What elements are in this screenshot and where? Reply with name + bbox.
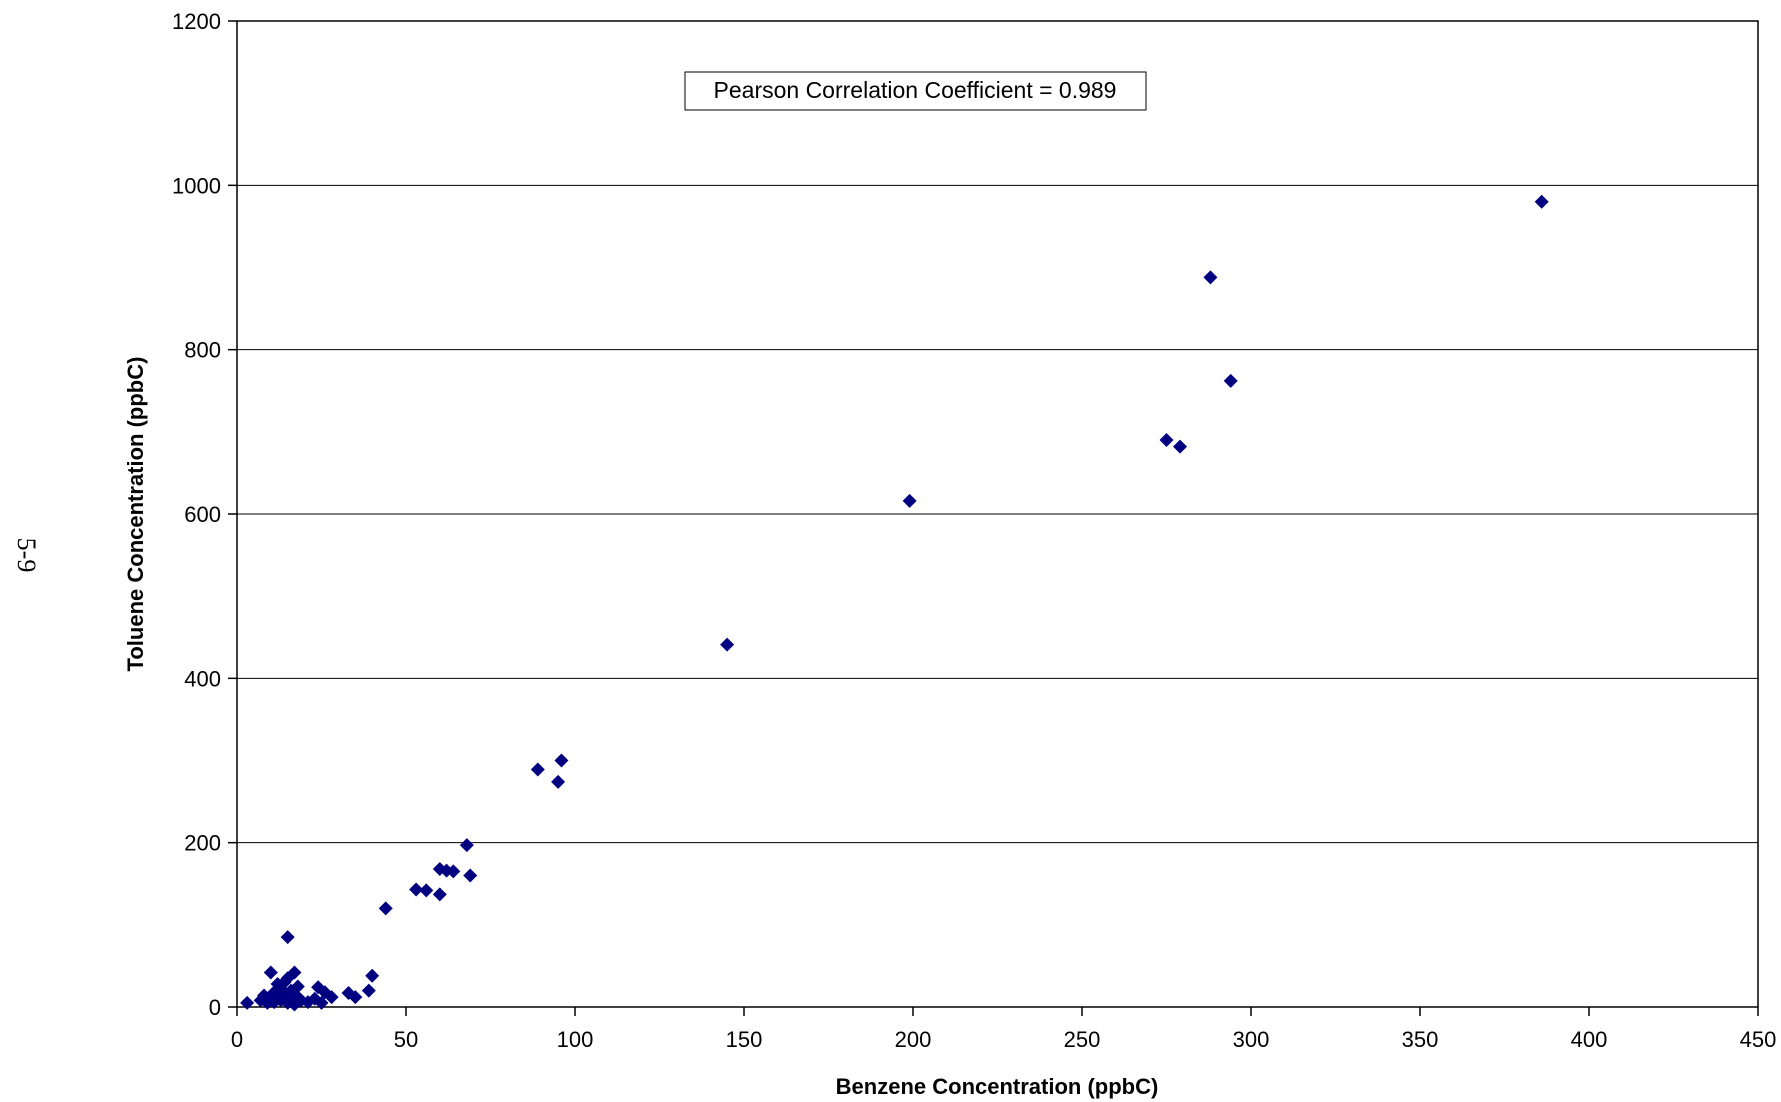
data-point [263,965,278,980]
data-point [720,637,735,652]
x-tick-label: 50 [394,1027,418,1052]
y-tick-label: 800 [184,338,221,363]
data-point [314,995,329,1010]
data-point [240,995,255,1010]
data-point [409,882,424,897]
data-point [324,990,339,1005]
y-tick-label: 1000 [172,173,221,198]
y-tick-label: 400 [184,666,221,691]
y-tick-label: 0 [209,995,221,1020]
annotation-text: Pearson Correlation Coefficient = 0.989 [714,77,1117,103]
annotation-box [684,71,1147,111]
data-point [1159,433,1174,448]
y-tick-label: 200 [184,831,221,856]
x-axis-title: Benzene Concentration (ppbC) [836,1074,1159,1099]
data-point [463,868,478,883]
data-point [902,493,917,508]
data-point [554,753,569,768]
x-tick-label: 100 [557,1027,594,1052]
x-tick-label: 250 [1064,1027,1101,1052]
data-point [1534,194,1549,209]
data-point [1203,270,1218,285]
gridlines [237,20,1758,844]
data-point [419,883,434,898]
data-point [290,979,305,994]
x-tick-label: 400 [1571,1027,1608,1052]
x-tick-label: 450 [1740,1027,1777,1052]
x-tick-label: 350 [1402,1027,1439,1052]
y-tick-label: 600 [184,502,221,527]
x-tick-label: 0 [231,1027,243,1052]
data-point [432,887,447,902]
data-point [1223,373,1238,388]
page-number: 5-9 [12,537,41,573]
data-point [530,762,545,777]
correlation-annotation: Pearson Correlation Coefficient = 0.989 [684,71,1147,111]
x-tick-label: 200 [895,1027,932,1052]
data-point [446,864,461,879]
data-point [1173,439,1188,454]
y-tick-label: 1200 [172,9,221,34]
data-points [240,194,1549,1012]
y-axis-title: Toluene Concentration (ppbC) [123,357,148,672]
data-point [551,774,566,789]
x-tick-label: 150 [726,1027,763,1052]
data-point [348,990,363,1005]
data-point [361,983,376,998]
data-point [280,930,295,945]
axes: 0 200 400 600 800 1000 1200 0 50 100 150 200 250 300 3… [172,9,1776,1052]
data-point [287,965,302,980]
data-point [365,968,380,983]
data-point [378,901,393,916]
data-point [459,838,474,853]
x-tick-label: 300 [1233,1027,1270,1052]
